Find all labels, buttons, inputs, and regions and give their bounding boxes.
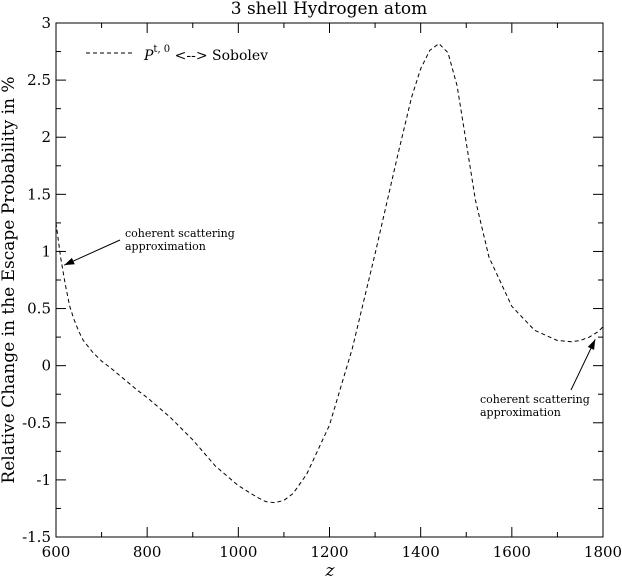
annotation-left-arrow (63, 239, 121, 266)
series-layer (55, 43, 604, 504)
chart-title: 3 shell Hydrogen atom (231, 0, 428, 19)
annotation-right-line1: coherent scattering (480, 393, 590, 406)
y-axis-label: Relative Change in the Escape Probabilit… (0, 76, 19, 483)
legend-entry: Pt, 0 <--> Sobolev (143, 44, 268, 64)
y-tick-label: -1.5 (22, 528, 51, 546)
y-tick-label: 1.5 (27, 185, 51, 203)
annotation-left: coherent scattering approximation (63, 227, 235, 266)
annotation-right: coherent scattering approximation (480, 339, 596, 419)
x-tick-labels: 600 800 1000 1200 1400 1600 1800 (42, 543, 622, 561)
x-tick-label: 1400 (402, 543, 440, 561)
annotation-right-line2: approximation (480, 406, 561, 419)
annotation-left-line1: coherent scattering (125, 227, 235, 240)
x-tick-label: 1200 (310, 543, 348, 561)
x-tick-label: 1800 (584, 543, 622, 561)
annotation-right-arrowhead (587, 339, 596, 350)
legend-label-rest: <--> Sobolev (170, 48, 268, 64)
y-tick-label: 1 (41, 242, 51, 260)
plot-frame (55, 22, 604, 538)
y-tick-label: 3 (41, 14, 51, 32)
y-tick-label: 0.5 (27, 300, 51, 318)
x-tick-label: 800 (133, 543, 162, 561)
legend-label-main: P (143, 48, 154, 64)
series-line (55, 43, 604, 504)
y-tick-label: -0.5 (22, 414, 51, 432)
legend-label-sup: t, 0 (153, 44, 170, 55)
legend: Pt, 0 <--> Sobolev (86, 44, 268, 64)
y-tick-label: 0 (41, 357, 51, 375)
y-tick-labels: -1.5 -1 -0.5 0 0.5 1 1.5 2 2.5 3 (22, 14, 51, 546)
axis-ticks (55, 22, 604, 538)
y-tick-label: -1 (36, 471, 51, 489)
y-tick-label: 2 (41, 128, 51, 146)
y-tick-label: 2.5 (27, 71, 51, 89)
x-axis-label: z (325, 561, 336, 579)
x-tick-label: 1000 (219, 543, 257, 561)
annotation-left-arrowhead (64, 257, 75, 266)
x-tick-label: 1600 (493, 543, 531, 561)
annotation-left-line2: approximation (125, 240, 206, 253)
x-tick-label: 600 (42, 543, 71, 561)
